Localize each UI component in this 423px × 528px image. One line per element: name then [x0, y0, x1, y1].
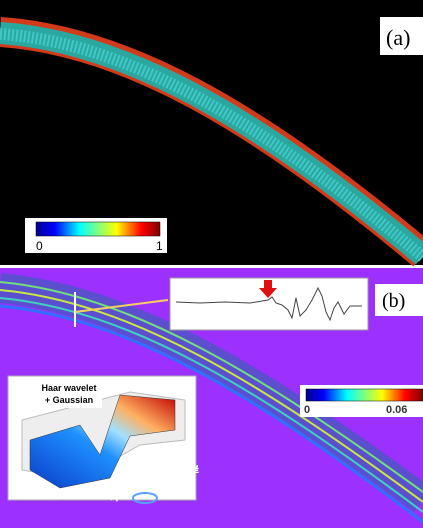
axis-label: 岸	[188, 463, 199, 477]
axis-label: 冲	[110, 489, 121, 503]
panel-b: (b) 0 0.06 Haar wavelet + Gaussian 沿岸方向 …	[0, 268, 423, 528]
colorbar	[306, 389, 423, 401]
colorbar-min: 0	[304, 404, 310, 416]
panel-label: (a)	[386, 25, 410, 50]
colorbar-max: 1	[156, 239, 163, 253]
colorbar-max: 0.06	[386, 404, 407, 416]
axis-label: 沿岸方向	[16, 487, 60, 501]
figure: (a) 0 1 (b) 0 0.06 Haar wavelet + Gaussi…	[0, 0, 423, 528]
panel-label: (b)	[382, 290, 405, 312]
inset-title: Haar wavelet	[41, 383, 96, 393]
panel-a: (a) 0 1	[0, 0, 423, 265]
colorbar-min: 0	[36, 239, 43, 253]
surface-inset: Haar wavelet + Gaussian 沿岸方向 冲 岸	[8, 376, 199, 503]
inset-title: + Gaussian	[45, 395, 93, 405]
colorbar	[36, 222, 160, 236]
